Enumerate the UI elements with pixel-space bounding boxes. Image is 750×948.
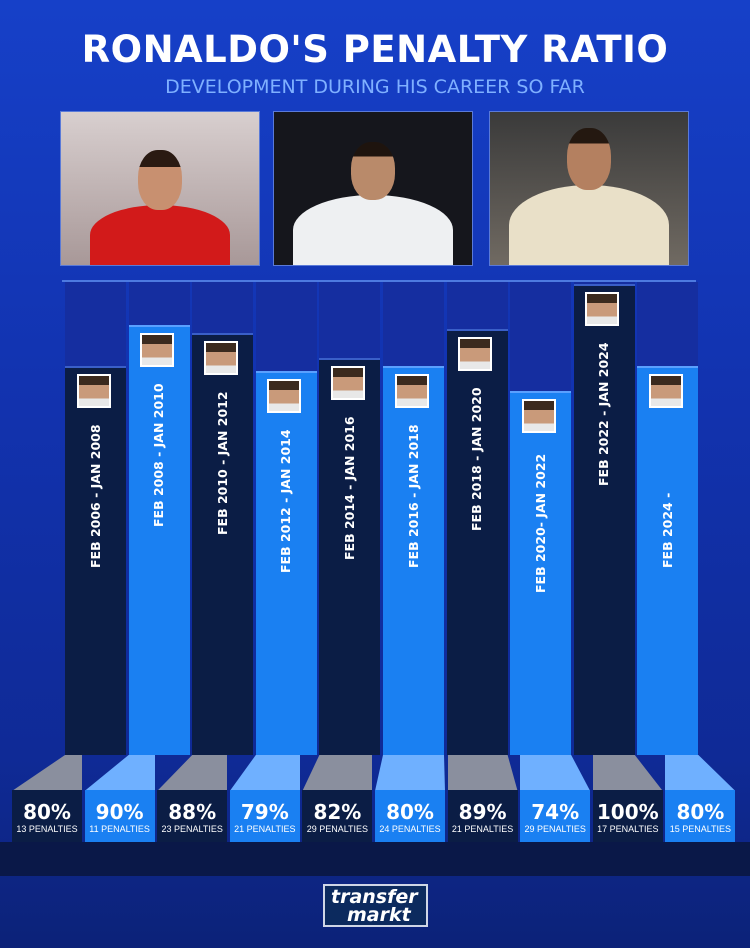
player-face-icon bbox=[648, 374, 683, 409]
value-label: 80% bbox=[23, 800, 71, 824]
period-label: FEB 2018 - JAN 2020 bbox=[469, 387, 485, 532]
period-label: FEB 2016 - JAN 2018 bbox=[405, 424, 421, 569]
bar-3d-top bbox=[229, 755, 300, 791]
player-face-icon bbox=[458, 337, 493, 372]
chart-base-shadow bbox=[0, 842, 750, 876]
value-box: 74% 29 PENALTIES bbox=[520, 790, 591, 842]
bar-3d-top bbox=[12, 755, 82, 791]
bar-23-24 YR: FEB 2008 - JAN 2010 bbox=[128, 325, 190, 755]
bar-3d-top bbox=[157, 755, 228, 791]
penalty-count-label: 13 PENALTIES bbox=[16, 824, 78, 834]
bar-3d-top bbox=[665, 755, 736, 791]
bar-25-26 YR: FEB 2010 - JAN 2012 bbox=[192, 333, 254, 755]
bar-39-40 YR: FEB 2024 - bbox=[637, 366, 699, 755]
period-label: FEB 2020- JAN 2022 bbox=[532, 453, 548, 594]
photo-manchester-united bbox=[60, 111, 260, 266]
bar-21-22 YR: FEB 2006 - JAN 2008 bbox=[65, 366, 126, 755]
value-label: 79% bbox=[240, 800, 289, 824]
period-label: FEB 2012 - JAN 2014 bbox=[278, 428, 294, 573]
penalty-count-label: 29 PENALTIES bbox=[306, 824, 369, 834]
value-label: 74% bbox=[531, 800, 580, 824]
value-box: 80% 13 PENALTIES bbox=[12, 790, 82, 842]
period-label: FEB 2024 - bbox=[659, 493, 675, 569]
bar-3d-top bbox=[375, 755, 445, 791]
chart-subtitle: DEVELOPMENT DURING HIS CAREER SO FAR bbox=[165, 76, 585, 98]
player-face-icon bbox=[267, 378, 302, 413]
bar-37-38 YR: FEB 2022 - JAN 2024 bbox=[573, 284, 635, 755]
chart-title: RONALDO'S PENALTY RATIO bbox=[81, 28, 669, 71]
value-label: 80% bbox=[676, 800, 725, 824]
player-face-icon bbox=[330, 366, 365, 401]
chart-top-line bbox=[62, 280, 696, 282]
logo-text-line1: transfer bbox=[331, 886, 418, 908]
penalty-count-label: 21 PENALTIES bbox=[234, 824, 296, 834]
transfermarkt-logo: transfer markt bbox=[323, 884, 428, 927]
penalty-count-label: 23 PENALTIES bbox=[161, 824, 223, 834]
value-box: 80% 24 PENALTIES bbox=[375, 790, 445, 842]
period-label: FEB 2010 - JAN 2012 bbox=[214, 391, 230, 536]
value-label: 90% bbox=[95, 800, 144, 824]
value-label: 100% bbox=[596, 800, 659, 824]
photo-al-nassr bbox=[489, 111, 689, 266]
penalty-count-label: 11 PENALTIES bbox=[89, 824, 150, 834]
period-label: FEB 2008 - JAN 2010 bbox=[151, 383, 167, 528]
bar-3d-top bbox=[447, 755, 518, 791]
bar-35-36 YR: FEB 2020- JAN 2022 bbox=[510, 391, 572, 755]
value-label: 82% bbox=[313, 800, 362, 824]
value-box: 89% 21 PENALTIES bbox=[447, 790, 518, 842]
value-box: 100% 17 PENALTIES bbox=[592, 790, 663, 842]
penalty-count-label: 21 PENALTIES bbox=[451, 824, 514, 834]
player-face-icon bbox=[521, 399, 556, 434]
bar-27-28 YR: FEB 2012 - JAN 2014 bbox=[255, 370, 317, 755]
player-face-icon bbox=[203, 341, 238, 376]
bar-3d-top bbox=[520, 755, 591, 791]
bar-29-30 YR: FEB 2014 - JAN 2016 bbox=[319, 358, 381, 755]
photo-real-madrid bbox=[273, 111, 473, 266]
bar-3d-top bbox=[302, 755, 373, 791]
bar-3d-top bbox=[84, 755, 155, 791]
penalty-count-label: 24 PENALTIES bbox=[379, 824, 441, 834]
player-face-icon bbox=[394, 374, 429, 409]
bar-33-34 YR: FEB 2018 - JAN 2020 bbox=[446, 329, 508, 755]
penalty-count-label: 29 PENALTIES bbox=[524, 824, 586, 834]
value-box: 82% 29 PENALTIES bbox=[302, 790, 373, 842]
player-face-icon bbox=[585, 292, 620, 326]
value-label: 89% bbox=[458, 800, 507, 824]
bar-31-32 YR: FEB 2016 - JAN 2018 bbox=[383, 366, 444, 755]
penalty-count-label: 15 PENALTIES bbox=[669, 824, 732, 834]
value-label: 88% bbox=[168, 800, 217, 824]
penalty-count-label: 17 PENALTIES bbox=[597, 824, 659, 834]
player-face-icon bbox=[76, 374, 111, 409]
value-box: 80% 15 PENALTIES bbox=[665, 790, 736, 842]
logo-text-line2: markt bbox=[347, 904, 411, 926]
value-label: 80% bbox=[386, 800, 434, 824]
value-box: 88% 23 PENALTIES bbox=[157, 790, 228, 842]
player-face-icon bbox=[140, 333, 175, 368]
bar-3d-top bbox=[592, 755, 663, 791]
period-label: FEB 2006 - JAN 2008 bbox=[87, 424, 103, 569]
value-box: 79% 21 PENALTIES bbox=[229, 790, 300, 842]
period-label: FEB 2022 - JAN 2024 bbox=[596, 342, 612, 486]
value-box: 90% 11 PENALTIES bbox=[84, 790, 155, 842]
period-label: FEB 2014 - JAN 2016 bbox=[341, 416, 357, 561]
